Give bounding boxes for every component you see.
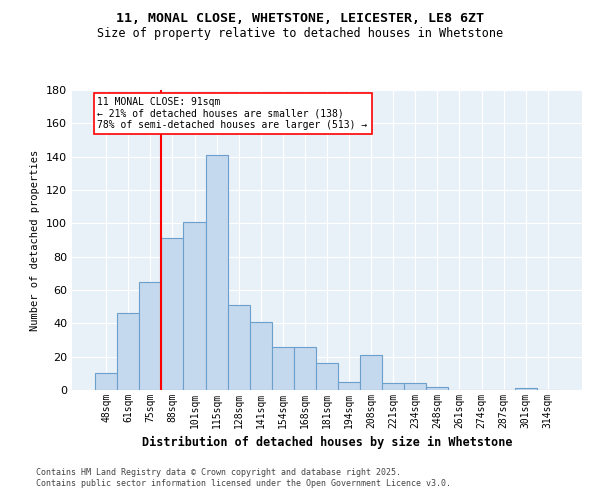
Text: Size of property relative to detached houses in Whetstone: Size of property relative to detached ho… (97, 28, 503, 40)
X-axis label: Distribution of detached houses by size in Whetstone: Distribution of detached houses by size … (142, 436, 512, 450)
Bar (95, 374, 117, 390)
Bar (161, 238, 184, 390)
Bar (272, 346, 294, 390)
Bar (250, 322, 272, 390)
Bar (338, 382, 360, 390)
Bar (294, 346, 316, 390)
Bar (139, 282, 161, 390)
Text: 11, MONAL CLOSE, WHETSTONE, LEICESTER, LE8 6ZT: 11, MONAL CLOSE, WHETSTONE, LEICESTER, L… (116, 12, 484, 26)
Text: Contains HM Land Registry data © Crown copyright and database right 2025.
Contai: Contains HM Land Registry data © Crown c… (36, 468, 451, 487)
Bar (184, 222, 206, 390)
Bar (404, 384, 427, 390)
Bar (427, 386, 448, 390)
Y-axis label: Number of detached properties: Number of detached properties (31, 150, 40, 330)
Text: 11 MONAL CLOSE: 91sqm
← 21% of detached houses are smaller (138)
78% of semi-det: 11 MONAL CLOSE: 91sqm ← 21% of detached … (97, 96, 368, 130)
Bar (227, 305, 250, 390)
Bar (206, 155, 227, 390)
Bar (316, 364, 338, 390)
Bar (360, 355, 382, 390)
Bar (117, 314, 139, 390)
Bar (515, 388, 537, 390)
Bar (382, 384, 404, 390)
